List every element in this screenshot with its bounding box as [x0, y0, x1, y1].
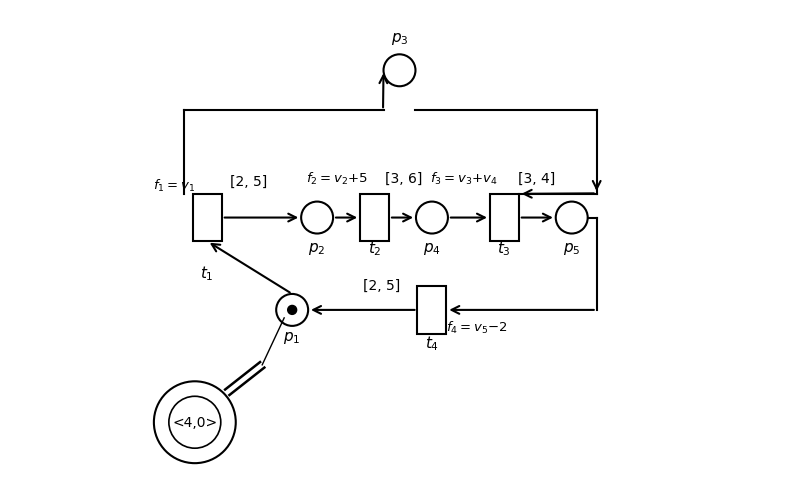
- Text: $f_3$$=$$v_3$$+$$v_4$: $f_3$$=$$v_3$$+$$v_4$: [430, 170, 497, 186]
- Text: <4,0>: <4,0>: [173, 415, 217, 429]
- Text: $t_1$: $t_1$: [201, 264, 214, 282]
- Text: $t_3$: $t_3$: [498, 238, 511, 258]
- Text: [3, 4]: [3, 4]: [519, 171, 555, 185]
- Text: $p_2$: $p_2$: [308, 240, 326, 256]
- Bar: [417, 287, 447, 334]
- Text: $p_3$: $p_3$: [391, 31, 408, 47]
- Bar: [193, 194, 222, 242]
- Text: $t_2$: $t_2$: [368, 238, 381, 258]
- Text: $t_4$: $t_4$: [425, 333, 439, 352]
- Bar: [490, 194, 519, 242]
- Circle shape: [288, 306, 296, 315]
- Text: $p_1$: $p_1$: [284, 330, 301, 346]
- Bar: [360, 194, 389, 242]
- Text: $f_1$$=$$v_1$: $f_1$$=$$v_1$: [153, 178, 195, 194]
- Text: $f_4$$=$$v_5$$-2$: $f_4$$=$$v_5$$-2$: [446, 320, 507, 336]
- Text: $p_4$: $p_4$: [423, 240, 441, 256]
- Text: [3, 6]: [3, 6]: [385, 171, 422, 185]
- Text: [2, 5]: [2, 5]: [364, 279, 400, 293]
- Text: $p_5$: $p_5$: [563, 240, 580, 256]
- Text: $f_2$$=$$v_2$$+5$: $f_2$$=$$v_2$$+5$: [306, 170, 368, 186]
- Text: [2, 5]: [2, 5]: [230, 175, 268, 189]
